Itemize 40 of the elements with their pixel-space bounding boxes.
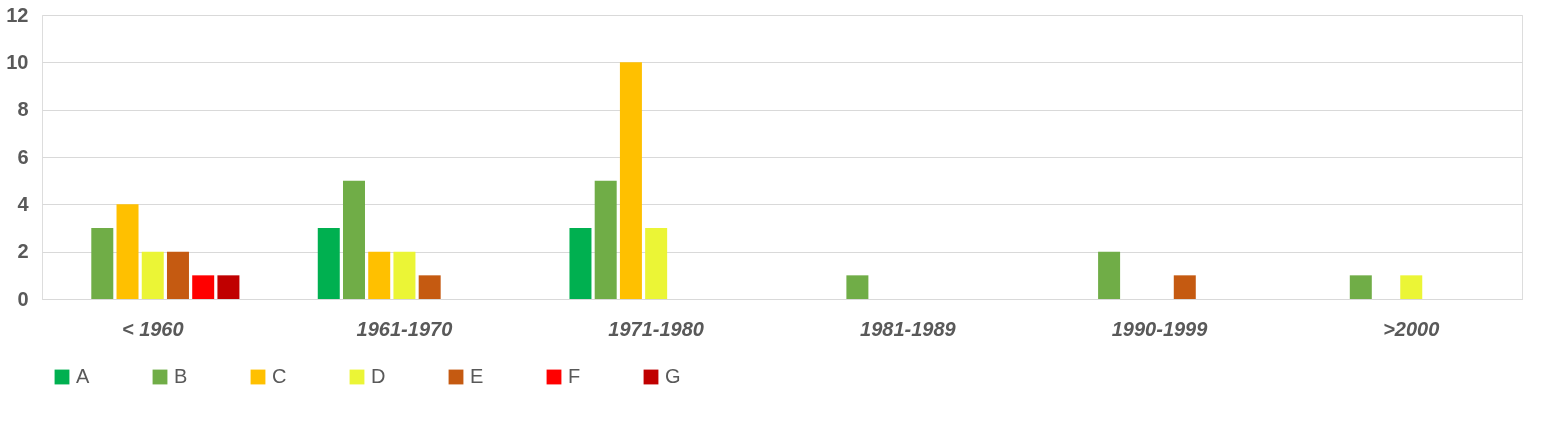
bar [1400,275,1423,299]
y-tick-label: 8 [17,98,29,121]
bar [418,275,441,299]
bar [1098,251,1121,299]
bar [1173,275,1196,299]
bar [317,228,340,299]
y-tick-label: 2 [17,240,29,263]
x-tick-label: >2000 [1383,317,1440,340]
bar [645,228,668,299]
y-tick-label: 6 [17,145,29,168]
legend-label: F [568,365,581,387]
bar [192,275,215,299]
bar [91,228,114,299]
legend-label: G [665,365,681,387]
bar [594,180,617,299]
bar [846,275,869,299]
bar [619,62,642,299]
bar [342,180,365,299]
bar [166,251,189,299]
legend-label: E [470,365,484,387]
legend-label: D [371,365,386,387]
y-tick-label: 10 [6,50,29,73]
legend-label: B [174,365,188,387]
x-tick-label: 1981-1989 [860,317,957,340]
legend-label: C [272,365,287,387]
y-tick-label: 12 [6,3,29,26]
bar [141,251,164,299]
bar [217,275,240,299]
bar [393,251,416,299]
y-tick-label: 4 [17,192,30,215]
x-tick-label: 1971-1980 [608,317,704,340]
bar [368,251,391,299]
legend-label: A [76,365,90,387]
bar [569,228,592,299]
x-tick-label: 1961-1970 [356,317,453,340]
bar [116,204,139,299]
y-tick-label: 0 [17,287,29,310]
x-tick-label: < 1960 [121,317,184,340]
bar [1349,275,1372,299]
x-tick-label: 1990-1999 [1111,317,1209,340]
